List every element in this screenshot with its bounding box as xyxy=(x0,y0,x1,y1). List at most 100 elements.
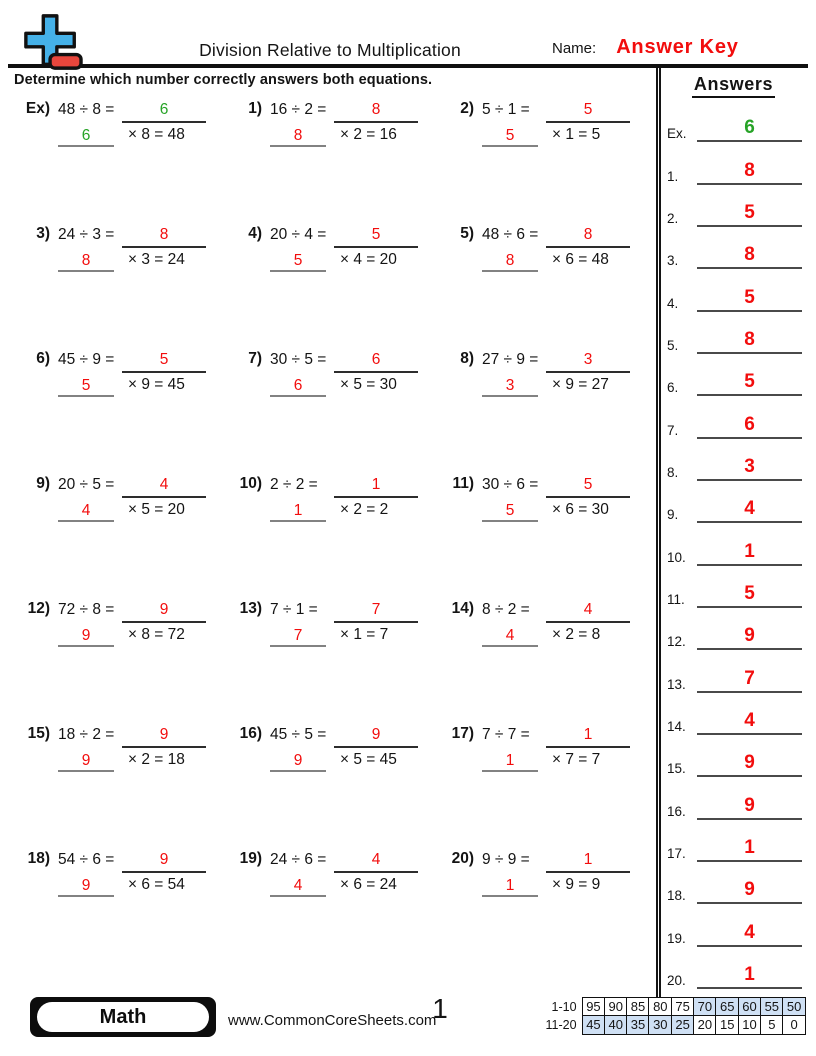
multiplication-answer-value: 5 xyxy=(81,377,91,394)
division-answer-value: 8 xyxy=(371,101,381,118)
division-answer-value: 4 xyxy=(583,601,593,618)
score-cell: 55 xyxy=(759,997,784,1017)
multiplication-answer-value: 9 xyxy=(81,877,91,894)
answer-blank-line: 9 xyxy=(697,626,802,651)
division-answer-value: 7 xyxy=(371,601,381,618)
score-cell: 0 xyxy=(782,1015,806,1035)
answer-number-label: 20. xyxy=(667,972,686,988)
answer-number-label: 19. xyxy=(667,930,686,946)
division-equation: 30 ÷ 5 = xyxy=(270,351,327,368)
name-label: Name: xyxy=(552,40,597,57)
problem: 4) 20 ÷ 4 = 5 5 × 4 = 20 xyxy=(226,223,438,348)
score-cell: 30 xyxy=(648,1015,673,1035)
multiplication-answer-blank: 9 xyxy=(58,876,114,897)
problem-number: 2) xyxy=(460,100,474,117)
multiplication-answer-blank: 3 xyxy=(482,376,538,397)
score-cell: 90 xyxy=(603,997,628,1017)
answer-row: 7. 6 xyxy=(665,396,802,439)
problem-number: 4) xyxy=(248,225,262,242)
score-cell: 25 xyxy=(670,1015,695,1035)
answer-row: 12. 9 xyxy=(665,608,802,651)
multiplication-answer-value: 9 xyxy=(81,627,91,644)
problem-equations: 24 ÷ 6 = 4 4 × 6 = 24 xyxy=(270,850,418,897)
problem: 19) 24 ÷ 6 = 4 4 × 6 = 24 xyxy=(226,848,438,973)
problem-equations: 9 ÷ 9 = 1 1 × 9 = 9 xyxy=(482,850,630,897)
problem-number: 18) xyxy=(27,850,50,867)
answer-row: 2. 5 xyxy=(665,185,802,227)
problem-equations: 48 ÷ 6 = 8 8 × 6 = 48 xyxy=(482,225,630,272)
problem: 20) 9 ÷ 9 = 1 1 × 9 = 9 xyxy=(438,848,656,973)
division-answer-blank: 9 xyxy=(334,725,418,748)
multiplication-equation: × 2 = 2 xyxy=(340,501,389,518)
answer-row: 11. 5 xyxy=(665,566,802,608)
division-answer-blank: 4 xyxy=(122,475,206,498)
instruction-text: Determine which number correctly answers… xyxy=(14,72,433,88)
multiplication-answer-value: 4 xyxy=(81,502,91,519)
score-table: 1-10 95 90 85 80 75 70 65 60 55 50 11-20… xyxy=(538,997,806,1035)
division-answer-blank: 1 xyxy=(546,850,630,873)
division-answer-blank: 8 xyxy=(122,225,206,248)
answer-number-label: 9. xyxy=(667,507,679,523)
division-answer-blank: 1 xyxy=(546,725,630,748)
answer-row: 15. 9 xyxy=(665,735,802,778)
problem-number: 7) xyxy=(248,350,262,367)
problem-number: 15) xyxy=(27,725,50,742)
answer-row: 5. 8 xyxy=(665,312,802,354)
score-row-label: 1-10 xyxy=(551,999,577,1014)
answer-blank-line: 7 xyxy=(697,669,802,693)
problem: 16) 45 ÷ 5 = 9 9 × 5 = 45 xyxy=(226,723,438,848)
problem: Ex) 48 ÷ 8 = 6 6 × 8 = 48 xyxy=(14,98,226,223)
plus-minus-icon xyxy=(24,14,83,70)
multiplication-answer-blank: 6 xyxy=(270,376,326,397)
score-cell: 85 xyxy=(626,997,650,1017)
division-answer-blank: 8 xyxy=(334,100,418,123)
division-answer-value: 4 xyxy=(371,851,381,868)
division-equation: 45 ÷ 9 = xyxy=(58,351,115,368)
page-title: Division Relative to Multiplication xyxy=(199,40,461,60)
division-answer-value: 6 xyxy=(159,101,169,118)
division-answer-value: 5 xyxy=(583,101,593,118)
multiplication-equation: × 8 = 48 xyxy=(128,126,185,143)
answer-value: 4 xyxy=(744,498,755,520)
problem-equations: 30 ÷ 6 = 5 5 × 6 = 30 xyxy=(482,475,630,522)
answer-value: 6 xyxy=(744,413,755,435)
multiplication-answer-blank: 8 xyxy=(482,251,538,272)
answer-value: 4 xyxy=(744,709,755,731)
division-answer-blank: 1 xyxy=(334,475,418,498)
answer-value: 9 xyxy=(744,752,755,774)
multiplication-answer-blank: 9 xyxy=(270,751,326,772)
answer-row: 10. 1 xyxy=(665,523,802,566)
division-answer-value: 5 xyxy=(371,226,381,243)
division-answer-blank: 9 xyxy=(122,850,206,873)
division-answer-value: 6 xyxy=(371,351,381,368)
score-cell: 80 xyxy=(648,997,673,1017)
multiplication-equation: × 3 = 24 xyxy=(128,251,185,268)
page-number: 1 xyxy=(432,993,448,1024)
multiplication-answer-blank: 1 xyxy=(270,501,326,522)
problem-equations: 2 ÷ 2 = 1 1 × 2 = 2 xyxy=(270,475,418,522)
division-answer-blank: 8 xyxy=(546,225,630,248)
division-answer-blank: 5 xyxy=(546,100,630,123)
answer-value: 8 xyxy=(744,328,755,350)
problem-number: 3) xyxy=(36,225,50,242)
answer-value: 6 xyxy=(744,117,755,139)
main-area: Determine which number correctly answers… xyxy=(0,68,816,997)
multiplication-answer-value: 8 xyxy=(505,252,515,269)
problem-equations: 8 ÷ 2 = 4 4 × 2 = 8 xyxy=(482,600,630,647)
answer-number-label: 11. xyxy=(667,591,685,607)
multiplication-answer-blank: 9 xyxy=(58,751,114,772)
division-equation: 16 ÷ 2 = xyxy=(270,101,327,118)
answers-title: Answers xyxy=(665,74,802,98)
answer-row: 17. 1 xyxy=(665,820,802,862)
answer-blank-line: 1 xyxy=(697,965,802,989)
answer-blank-line: 9 xyxy=(697,796,802,820)
problems-grid: Ex) 48 ÷ 8 = 6 6 × 8 = 48 1) 16 ÷ 2 = 8 … xyxy=(0,98,656,973)
problem-number: 8) xyxy=(460,350,474,367)
subject-badge-label: Math xyxy=(37,1002,209,1032)
answer-value: 1 xyxy=(744,963,755,985)
problem-number: 14) xyxy=(451,600,474,617)
header-divider xyxy=(8,64,808,68)
answer-row: 9. 4 xyxy=(665,481,802,524)
multiplication-answer-value: 1 xyxy=(505,877,515,894)
division-answer-value: 8 xyxy=(159,226,169,243)
